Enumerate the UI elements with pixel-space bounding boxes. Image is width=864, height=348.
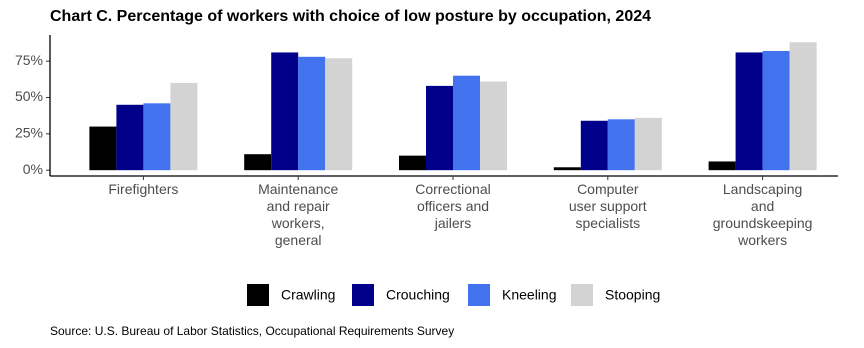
legend-swatch [352, 284, 374, 306]
bar [89, 126, 117, 171]
bar [789, 42, 817, 171]
legend-swatch [571, 284, 593, 306]
x-tick-label: Computer user support specialists [569, 181, 647, 231]
bar [735, 52, 763, 171]
bar [298, 56, 326, 171]
x-tick-label: Maintenance and repair workers, general [258, 181, 338, 248]
bar [426, 85, 453, 171]
bar [634, 117, 662, 171]
legend-swatch [247, 284, 269, 306]
legend-label: Stooping [605, 287, 660, 303]
legend-label: Crawling [281, 287, 335, 303]
bar [170, 82, 198, 171]
bar [607, 119, 635, 171]
source-note: Source: U.S. Bureau of Labor Statistics,… [50, 324, 454, 338]
chart-title: Chart C. Percentage of workers with choi… [50, 8, 651, 25]
bar [143, 103, 171, 171]
x-tick-label: Correctional officers and jailers [415, 181, 490, 231]
bar [580, 120, 608, 171]
legend-label: Kneeling [502, 287, 557, 303]
y-tick-label: 25% [15, 125, 43, 141]
bar [116, 104, 144, 171]
bar [762, 50, 790, 171]
bar [453, 75, 480, 171]
bar [399, 155, 426, 171]
bar [708, 161, 736, 171]
bar [480, 81, 507, 171]
x-tick-label: Landscaping and groundskeeping workers [713, 181, 813, 248]
y-tick-label: 0% [23, 161, 43, 177]
y-tick-label: 75% [15, 52, 43, 68]
legend-label: Crouching [386, 287, 450, 303]
bar [325, 58, 353, 171]
legend-swatch [468, 284, 490, 306]
bar [244, 154, 272, 171]
x-tick-label: Firefighters [108, 181, 178, 197]
y-tick-label: 50% [15, 88, 43, 104]
bar [271, 52, 299, 171]
bar [553, 167, 581, 171]
